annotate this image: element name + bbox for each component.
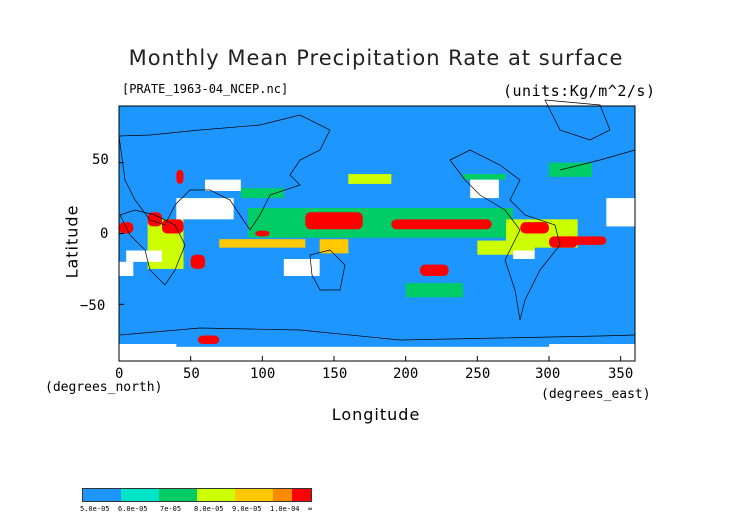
y-tick-label: 50 [92, 152, 109, 168]
missing-data-cell [126, 250, 162, 262]
x-tick-label: 300 [535, 366, 561, 382]
precip-cell [197, 335, 220, 344]
colorbar [82, 488, 312, 502]
colorbar-label: 8.0e-05 [194, 505, 224, 513]
x-axis-label: Longitude [331, 405, 421, 424]
precip-cell [549, 162, 592, 177]
x-tick-label: 200 [393, 366, 419, 382]
y-unit-label: (degrees_north) [45, 380, 163, 395]
x-tick-label: 250 [465, 366, 491, 382]
precip-cell [305, 212, 363, 230]
colorbar-label: 1.0e-04 [270, 505, 300, 513]
colorbar-segment [159, 489, 197, 501]
precip-cell [420, 264, 449, 276]
colorbar-label: 5.0e-05 [80, 505, 110, 513]
y-tick-label: 0 [100, 226, 109, 242]
missing-data-cell [549, 344, 635, 354]
missing-data-cell [176, 198, 234, 220]
y-axis-label: Latitude [62, 204, 82, 279]
precip-cell [520, 222, 549, 234]
x-tick-label: 100 [250, 366, 276, 382]
colorbar-segment [235, 489, 273, 501]
colorbar-label: ∞ [308, 505, 313, 513]
precip-cell [463, 174, 506, 180]
precip-cell [219, 239, 306, 248]
missing-data-cell [513, 250, 535, 259]
precip-cell [190, 254, 205, 269]
colorbar-segment [121, 489, 159, 501]
precip-cell [255, 230, 270, 237]
missing-data-cell [119, 344, 177, 354]
colorbar-label: 7e-05 [160, 505, 182, 513]
precip-cell [391, 219, 492, 230]
x-tick-label: 150 [322, 366, 348, 382]
missing-data-cell [283, 259, 320, 276]
precip-cell [348, 174, 392, 184]
colorbar-label: 9.0e-05 [232, 505, 262, 513]
source-label: [PRATE_1963-04_NCEP.nc] [122, 82, 289, 96]
x-tick-label: 350 [608, 366, 634, 382]
x-tick-label: 0 [115, 366, 124, 382]
colorbar-segment [273, 489, 311, 501]
precip-cell [162, 219, 184, 234]
x-unit-label: (degrees_east) [541, 387, 651, 402]
precip-cell [240, 188, 284, 199]
colorbar-segment [197, 489, 235, 501]
missing-data-cell [205, 179, 241, 191]
chart-title: Monthly Mean Precipitation Rate at surfa… [128, 46, 624, 70]
missing-data-cell [606, 198, 635, 227]
colorbar-segment [83, 489, 121, 501]
precip-cell [176, 169, 184, 184]
missing-data-cell [119, 261, 134, 276]
precip-cell [405, 283, 463, 298]
precip-cell [319, 239, 349, 254]
units-label: (units:Kg/m^2/s) [503, 82, 656, 100]
x-tick-label: 50 [183, 366, 200, 382]
colorbar-label: 6.0e-05 [118, 505, 148, 513]
missing-data-cell [119, 346, 635, 361]
missing-data-cell [470, 179, 499, 199]
y-tick-label: −50 [80, 298, 106, 314]
precip-cell [563, 236, 607, 245]
